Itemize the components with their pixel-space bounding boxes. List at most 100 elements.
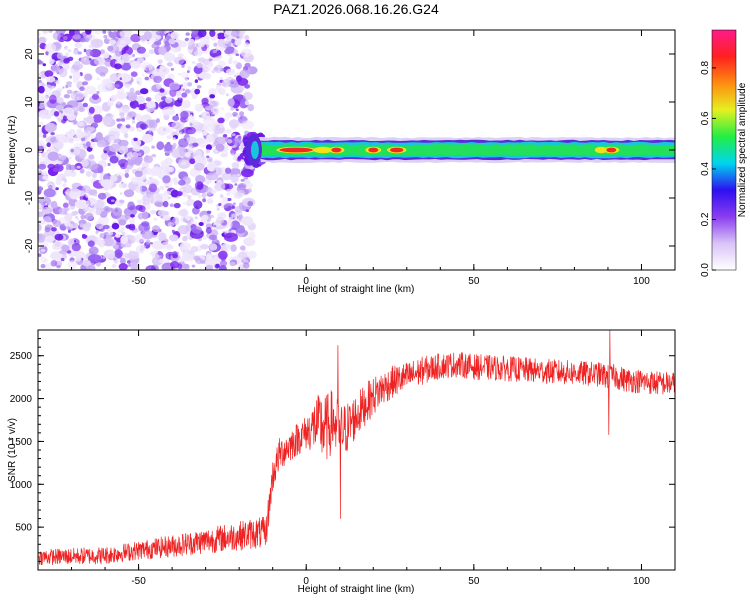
colorbar-gradient [711,29,737,271]
noise-blob [195,137,206,145]
noise-blob [170,189,179,198]
noise-blob [132,116,135,120]
noise-blob [41,171,48,176]
noise-blob [186,70,190,73]
noise-blob [158,46,167,55]
snr-x-tick-label: 50 [468,576,480,587]
noise-blob [193,255,201,261]
noise-blob [208,61,214,68]
noise-blob [52,140,64,151]
noise-blob [142,212,149,220]
noise-blob [87,264,96,270]
noise-blob [167,124,171,128]
noise-blob [180,110,189,120]
noise-blob [107,162,111,167]
noise-blob [194,216,198,220]
noise-blob [240,245,246,251]
noise-blob [141,133,154,143]
noise-blob [62,183,67,188]
noise-blob [131,152,139,158]
noise-blob [68,128,76,137]
noise-blob [135,107,140,110]
noise-blob [214,136,227,145]
noise-blob [247,104,255,112]
noise-blob [85,170,92,177]
noise-blob [240,48,252,58]
noise-blob [182,88,185,92]
noise-blob [106,100,114,107]
noise-blob [123,132,129,139]
noise-blob [38,72,42,76]
noise-blob [241,168,254,178]
noise-blob [88,58,92,61]
noise-blob [43,188,56,198]
noise-blob [168,38,176,45]
noise-blob [124,82,131,89]
noise-blob [38,233,46,243]
noise-blob [146,40,152,45]
noise-blob [225,183,234,190]
noise-blob [80,56,93,65]
noise-blob [136,114,144,122]
noise-blob [241,120,255,130]
noise-blob [108,39,117,45]
noise-blob [52,31,61,41]
noise-blob [123,189,135,198]
noise-blob [229,261,236,267]
noise-blob [222,134,228,138]
noise-blob [244,100,250,106]
noise-blob [38,202,42,209]
noise-blob [114,63,122,70]
noise-blob [165,185,170,189]
noise-blob [143,31,152,41]
noise-blob [245,209,250,212]
noise-blob [71,242,81,252]
noise-blob [50,200,58,209]
noise-blob [153,68,163,77]
noise-blob [121,105,131,114]
noise-blob [214,263,220,269]
noise-blob [162,164,170,171]
noise-blob [164,157,173,165]
noise-blob [157,59,163,64]
noise-blob [155,30,163,36]
noise-blob [85,193,91,198]
noise-blob [82,72,93,82]
noise-blob [82,102,89,108]
noise-blob [97,239,105,246]
noise-blob [46,179,50,183]
noise-blob [230,174,239,183]
noise-blob [65,188,73,197]
noise-blob [153,75,163,84]
noise-blob [82,223,91,232]
noise-blob [200,243,209,250]
noise-blob [79,37,86,43]
noise-blob [64,169,73,177]
noise-blob [64,47,68,50]
noise-blob [244,35,250,41]
noise-blob [201,111,211,119]
noise-blob [111,114,115,119]
noise-blob [65,52,69,57]
noise-blob [38,82,42,86]
snr-ticks: -50 0 50 100 500 1000 1500 2000 2500 [10,329,676,587]
noise-blob [191,43,195,47]
noise-blob [196,62,203,69]
noise-blob [205,35,210,40]
noise-blob [162,200,169,208]
noise-blob [121,231,126,235]
snr-y-axis-label: SNR (10 * v/v) [7,418,18,482]
spectrogram-y-tick-label: -20 [24,238,35,253]
noise-blob [109,143,122,153]
noise-blob [221,82,227,87]
noise-blob [106,250,116,259]
band-layer-3 [255,144,675,156]
noise-blob [118,139,129,147]
noise-blob [133,137,138,142]
noise-blob [227,98,235,107]
noise-blob [225,68,236,76]
noise-blob [44,235,55,243]
noise-blob [50,260,58,267]
noise-blob [92,30,102,35]
noise-blob [184,89,191,94]
